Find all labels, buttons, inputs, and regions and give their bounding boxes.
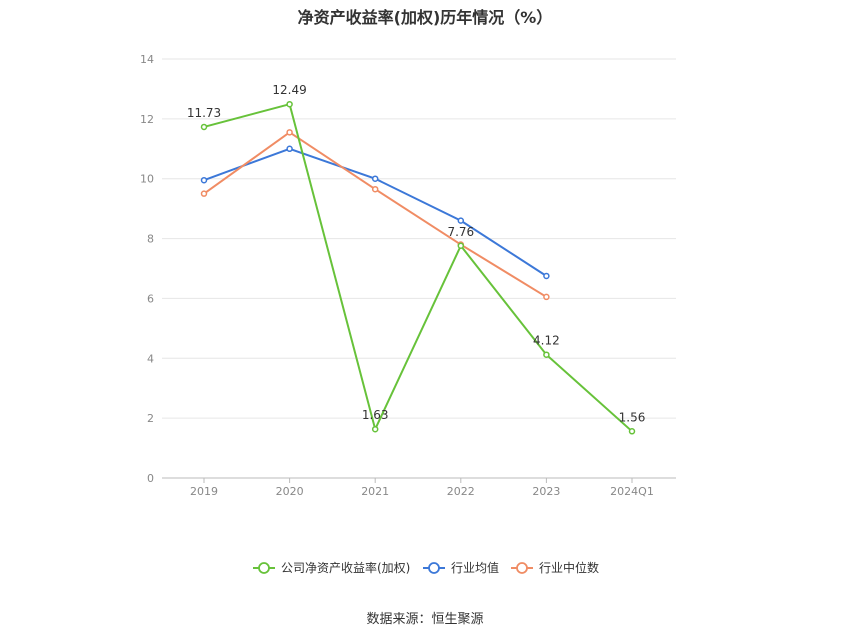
data-point — [628, 428, 636, 435]
data-point — [543, 351, 550, 358]
y-axis: 0 2 4 6 8 10 12 14 — [140, 53, 154, 485]
series-line — [203, 131, 547, 298]
x-tick-label: 2024Q1 — [610, 485, 654, 498]
data-point — [200, 176, 208, 184]
grid-lines — [162, 58, 676, 419]
data-point — [286, 129, 293, 136]
legend-marker — [258, 562, 270, 574]
x-axis: 2019 2020 2021 2022 2023 2024Q1 — [162, 477, 676, 498]
x-tick-label: 2022 — [447, 485, 475, 498]
chart-title: 净资产收益率(加权)历年情况（%） — [297, 8, 553, 27]
legend-marker — [428, 562, 440, 574]
data-point — [543, 293, 550, 301]
data-point — [543, 272, 550, 280]
legend: 公司净资产收益率(加权) 行业均值 行业中位数 — [253, 560, 599, 575]
y-tick-label: 2 — [147, 412, 154, 425]
y-tick-label: 14 — [140, 53, 154, 66]
legend-label: 行业均值 — [451, 560, 499, 575]
legend-label: 公司净资产收益率(加权) — [281, 560, 410, 575]
series-line — [203, 147, 547, 277]
data-label: 1.63 — [362, 408, 389, 422]
y-tick-label: 8 — [147, 233, 154, 246]
y-tick-label: 10 — [140, 173, 154, 186]
line-chart: 0 2 4 6 8 10 12 14 2019 2020 2021 2022 2023 2024Q1 1… — [140, 53, 676, 575]
data-point — [286, 100, 293, 108]
data-point — [457, 242, 465, 250]
y-tick-label: 0 — [147, 472, 154, 485]
data-point — [457, 217, 465, 224]
data-label: 1.56 — [619, 410, 646, 424]
legend-marker — [516, 562, 528, 574]
x-tick-label: 2019 — [190, 485, 218, 498]
legend-label: 行业中位数 — [539, 560, 599, 575]
data-labels: 11.73 12.49 1.63 7.76 4.12 1.56 — [187, 83, 646, 424]
data-label: 4.12 — [533, 334, 560, 348]
x-tick-label: 2021 — [361, 485, 389, 498]
y-tick-label: 4 — [147, 352, 154, 365]
data-label: 12.49 — [272, 83, 306, 97]
data-point — [286, 145, 293, 153]
series-group — [200, 100, 636, 435]
data-label: 11.73 — [187, 106, 221, 120]
data-label: 7.76 — [447, 225, 474, 239]
data-point — [200, 123, 208, 131]
series-line — [203, 102, 633, 433]
data-point — [371, 425, 379, 433]
data-point — [371, 175, 379, 182]
data-point — [200, 190, 208, 197]
data-source: 数据来源：恒生聚源 — [366, 612, 484, 627]
y-tick-label: 12 — [140, 113, 154, 126]
y-tick-label: 6 — [147, 292, 154, 305]
x-tick-label: 2023 — [532, 485, 560, 498]
data-point — [371, 185, 379, 193]
x-tick-label: 2020 — [276, 485, 304, 498]
